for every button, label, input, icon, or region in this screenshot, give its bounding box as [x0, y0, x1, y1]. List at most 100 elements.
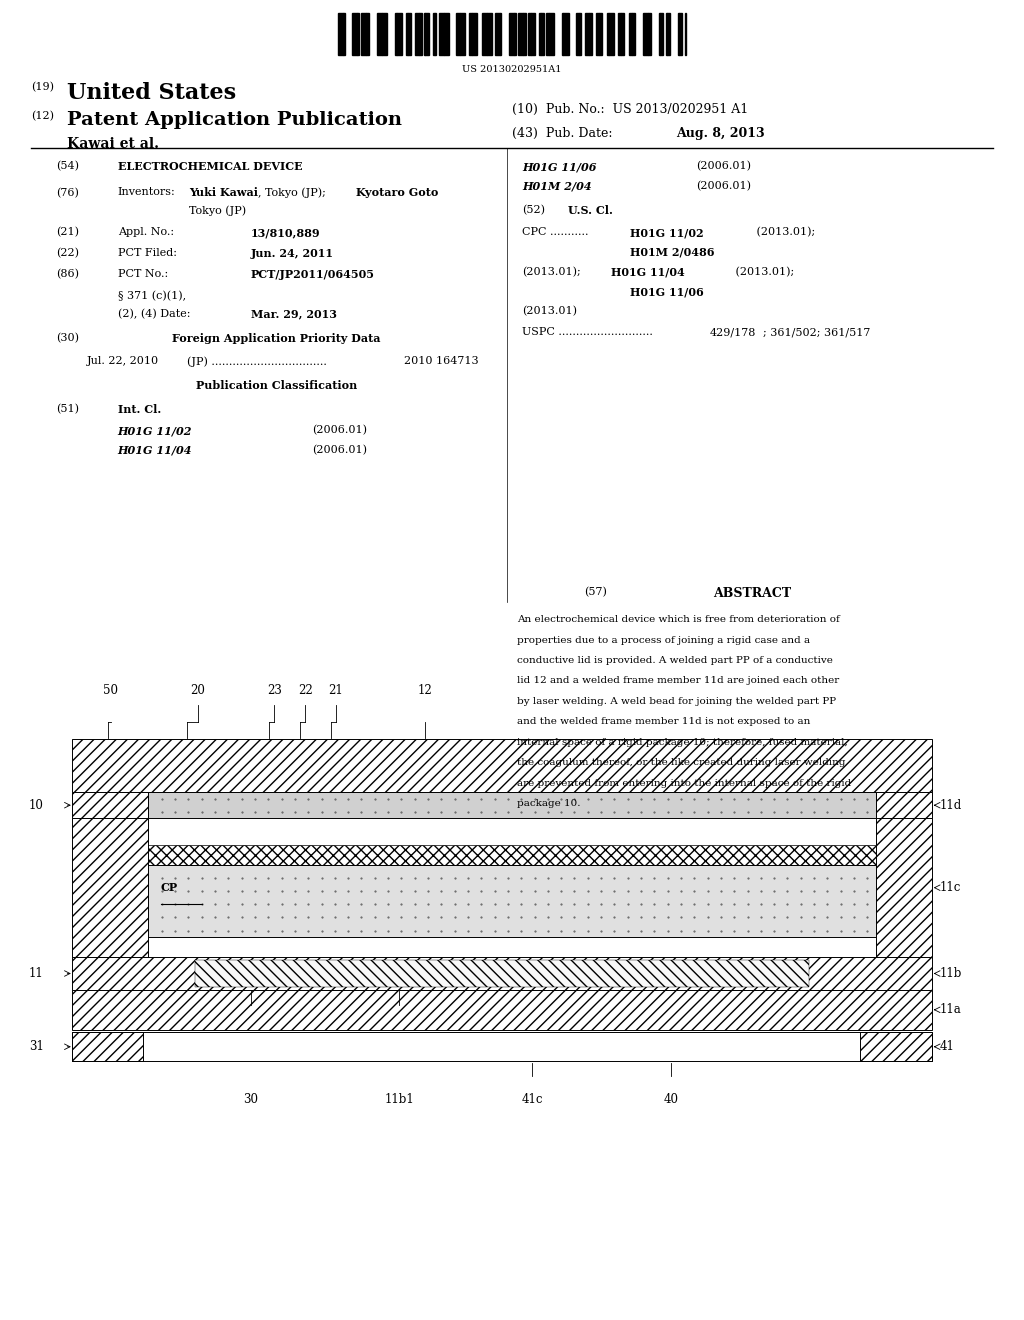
- Bar: [876, 792, 932, 818]
- Text: US 20130202951A1: US 20130202951A1: [462, 65, 562, 74]
- Bar: [382, 13, 387, 55]
- Text: Yuki Kawai: Yuki Kawai: [189, 187, 258, 198]
- Bar: [438, 13, 443, 55]
- Text: conductive lid is provided. A welded part PP of a conductive: conductive lid is provided. A welded par…: [517, 656, 833, 665]
- Text: (43)  Pub. Date:: (43) Pub. Date:: [512, 127, 612, 140]
- Bar: [72, 1032, 932, 1061]
- Text: Kyotaro Goto: Kyotaro Goto: [356, 187, 438, 198]
- Bar: [589, 13, 592, 55]
- Bar: [472, 13, 477, 55]
- Text: (2013.01);: (2013.01);: [522, 267, 581, 277]
- Bar: [343, 13, 344, 55]
- Bar: [443, 13, 449, 55]
- Bar: [541, 13, 544, 55]
- Text: Appl. No.:: Appl. No.:: [118, 227, 174, 238]
- Text: (19): (19): [31, 82, 53, 92]
- Text: Inventors:: Inventors:: [118, 187, 175, 198]
- Text: 21: 21: [329, 684, 343, 697]
- Bar: [72, 739, 932, 792]
- Text: 11a: 11a: [940, 1003, 962, 1016]
- Text: Aug. 8, 2013: Aug. 8, 2013: [676, 127, 765, 140]
- Text: Mar. 29, 2013: Mar. 29, 2013: [251, 309, 337, 319]
- Text: by laser welding. A weld bead for joining the welded part PP: by laser welding. A weld bead for joinin…: [517, 697, 837, 706]
- Text: (2013.01): (2013.01): [522, 306, 578, 317]
- Text: (2), (4) Date:: (2), (4) Date:: [118, 309, 190, 319]
- Text: (76): (76): [56, 187, 79, 198]
- Bar: [523, 13, 526, 55]
- Bar: [660, 13, 664, 55]
- Bar: [407, 13, 408, 55]
- Text: Foreign Application Priority Data: Foreign Application Priority Data: [172, 333, 381, 343]
- Bar: [72, 792, 148, 818]
- Bar: [419, 13, 422, 55]
- Bar: [629, 13, 632, 55]
- Bar: [658, 13, 660, 55]
- Text: ELECTROCHEMICAL DEVICE: ELECTROCHEMICAL DEVICE: [118, 161, 302, 172]
- Text: USPC ...........................: USPC ...........................: [522, 327, 653, 338]
- Bar: [539, 13, 541, 55]
- Bar: [195, 960, 809, 987]
- Text: 12: 12: [418, 684, 432, 697]
- Text: 10: 10: [29, 799, 44, 812]
- Text: (30): (30): [56, 333, 79, 343]
- Text: 429/178: 429/178: [710, 327, 756, 338]
- Text: Tokyo (JP): Tokyo (JP): [189, 206, 247, 216]
- Text: (22): (22): [56, 248, 79, 259]
- Bar: [643, 13, 648, 55]
- Bar: [433, 13, 435, 55]
- Bar: [72, 818, 148, 957]
- Text: (JP) .................................: (JP) .................................: [187, 356, 328, 367]
- Bar: [596, 13, 599, 55]
- Text: package 10.: package 10.: [517, 799, 581, 808]
- Text: 40: 40: [664, 1093, 678, 1106]
- Bar: [531, 13, 535, 55]
- Text: PCT No.:: PCT No.:: [118, 269, 168, 280]
- Text: (52): (52): [522, 205, 545, 215]
- Text: 31: 31: [29, 1040, 44, 1053]
- Bar: [396, 13, 401, 55]
- Text: (10)  Pub. No.:  US 2013/0202951 A1: (10) Pub. No.: US 2013/0202951 A1: [512, 103, 749, 116]
- Bar: [148, 865, 876, 937]
- Bar: [495, 13, 500, 55]
- Bar: [549, 13, 554, 55]
- Text: Jul. 22, 2010: Jul. 22, 2010: [87, 356, 159, 367]
- Text: H01G 11/02: H01G 11/02: [630, 227, 703, 238]
- Text: 20: 20: [190, 684, 205, 697]
- Bar: [577, 13, 580, 55]
- Text: 11: 11: [29, 968, 43, 979]
- Text: (2006.01): (2006.01): [312, 425, 368, 436]
- Text: (12): (12): [31, 111, 53, 121]
- Text: 30: 30: [244, 1093, 258, 1106]
- Text: Int. Cl.: Int. Cl.: [118, 404, 161, 414]
- Text: 50: 50: [103, 684, 118, 697]
- Bar: [607, 13, 608, 55]
- Text: § 371 (c)(1),: § 371 (c)(1),: [118, 290, 186, 301]
- Text: United States: United States: [67, 82, 236, 104]
- Bar: [876, 818, 932, 957]
- Text: the coagulum thereof, or the like created during laser welding: the coagulum thereof, or the like create…: [517, 758, 846, 767]
- Bar: [357, 13, 359, 55]
- Text: H01G 11/06: H01G 11/06: [630, 286, 703, 297]
- Bar: [148, 792, 876, 818]
- Bar: [482, 13, 487, 55]
- Text: (2006.01): (2006.01): [696, 181, 752, 191]
- Bar: [528, 13, 531, 55]
- Text: 41c: 41c: [522, 1093, 543, 1106]
- Bar: [500, 13, 502, 55]
- Bar: [148, 845, 876, 865]
- Bar: [367, 13, 370, 55]
- Bar: [599, 13, 602, 55]
- Text: H01G 11/02: H01G 11/02: [118, 425, 193, 436]
- Bar: [618, 13, 622, 55]
- Text: internal space of a rigid package 10; therefore, fused material,: internal space of a rigid package 10; th…: [517, 738, 848, 747]
- Bar: [361, 13, 367, 55]
- Text: (51): (51): [56, 404, 79, 414]
- Text: 11b1: 11b1: [384, 1093, 415, 1106]
- Text: U.S. Cl.: U.S. Cl.: [568, 205, 613, 215]
- Bar: [678, 13, 679, 55]
- Bar: [632, 13, 635, 55]
- Text: Kawai et al.: Kawai et al.: [67, 137, 159, 152]
- Bar: [666, 13, 667, 55]
- Bar: [487, 13, 493, 55]
- Text: ; 361/502; 361/517: ; 361/502; 361/517: [763, 327, 870, 338]
